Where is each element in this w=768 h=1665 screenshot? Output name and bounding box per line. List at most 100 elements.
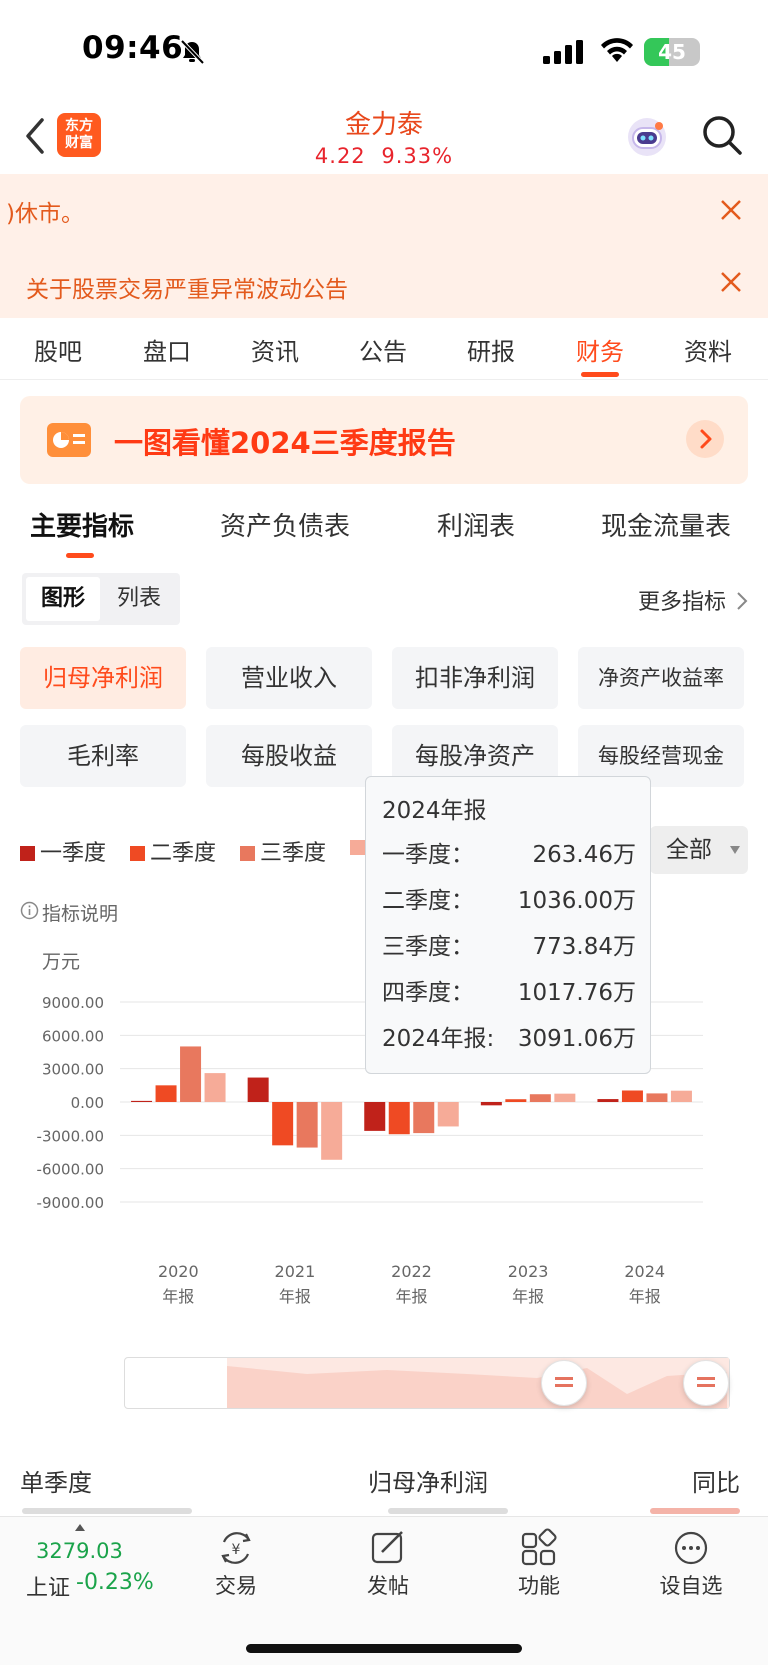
close-icon[interactable] xyxy=(720,271,742,293)
subtab-key-indicators[interactable]: 主要指标 xyxy=(30,512,135,542)
battery-fill xyxy=(644,38,670,66)
bottom-functions[interactable]: 功能 xyxy=(518,1574,560,1598)
metric-roe[interactable]: 净资产收益率 xyxy=(578,647,744,709)
tooltip-title: 2024年报 xyxy=(382,798,487,824)
trade-icon[interactable]: ¥ xyxy=(216,1528,256,1568)
report-banner[interactable]: 一图看懂2024三季度报告 xyxy=(20,396,748,484)
more-indicators-link[interactable]: 更多指标 xyxy=(637,590,726,615)
tooltip-row: 2024年报: 3091.06万 xyxy=(382,1019,636,1065)
bar xyxy=(480,1102,502,1106)
x-tick-label: 年报 xyxy=(629,1287,661,1306)
toggle-list[interactable]: 列表 xyxy=(116,586,161,611)
range-handle-right[interactable] xyxy=(683,1360,729,1406)
more-dots-icon[interactable] xyxy=(671,1528,711,1568)
legend-q4[interactable] xyxy=(350,835,370,860)
legend-label: 二季度 xyxy=(150,841,217,866)
handle-grip-icon xyxy=(697,1377,715,1380)
tooltip-value: 1036.00万 xyxy=(517,888,636,914)
legend-q1[interactable]: 一季度 xyxy=(20,835,106,867)
legend-label: 三季度 xyxy=(260,841,327,866)
y-tick-label: 3000.00 xyxy=(42,1061,104,1079)
x-tick-label: 年报 xyxy=(395,1287,427,1306)
subtab-income-statement[interactable]: 利润表 xyxy=(437,512,516,542)
index-name[interactable]: 上证 xyxy=(26,1576,71,1601)
tab-research[interactable]: 研报 xyxy=(467,338,515,366)
period-dropdown-value: 全部 xyxy=(666,837,712,863)
range-slider[interactable] xyxy=(124,1357,730,1409)
subtab-balance-sheet[interactable]: 资产负债表 xyxy=(220,512,351,542)
x-tick-year: 2023 xyxy=(508,1262,549,1281)
legend-label: 一季度 xyxy=(40,841,107,866)
indicator-note-link[interactable]: 指标说明 xyxy=(42,903,119,925)
period-dropdown[interactable]: 全部 xyxy=(650,826,748,874)
legend-q2[interactable]: 二季度 xyxy=(130,835,216,867)
index-change[interactable]: -0.23% xyxy=(76,1570,154,1595)
status-time: 09:46 xyxy=(82,30,184,66)
toggle-chart[interactable]: 图形 xyxy=(26,577,100,621)
index-value[interactable]: 3279.03 xyxy=(36,1539,123,1563)
metric-eps[interactable]: 每股收益 xyxy=(206,725,372,787)
y-tick-label: 0.00 xyxy=(71,1094,104,1112)
tab-news[interactable]: 资讯 xyxy=(251,338,299,366)
y-tick-label: -3000.00 xyxy=(37,1127,104,1145)
active-tab-indicator xyxy=(581,372,619,377)
notice-bar-announcement[interactable]: 关于股票交易严重异常波动公告 xyxy=(0,246,768,318)
wifi-icon xyxy=(601,38,633,62)
metric-gross-margin[interactable]: 毛利率 xyxy=(20,725,186,787)
bar xyxy=(321,1102,343,1160)
chart-tooltip: 2024年报 一季度： 263.46万 二季度： 1036.00万 三季度： 773.… xyxy=(365,776,651,1074)
legend-swatch xyxy=(130,846,145,861)
tab-announcements[interactable]: 公告 xyxy=(359,338,407,366)
bottom-trade[interactable]: 交易 xyxy=(215,1574,257,1598)
subtab-indicator xyxy=(66,553,94,558)
info-icon[interactable] xyxy=(20,901,39,920)
tooltip-row: 三季度： 773.84万 xyxy=(382,927,636,973)
bottom-add-watchlist[interactable]: 设自选 xyxy=(659,1574,723,1598)
bottom-post[interactable]: 发帖 xyxy=(367,1574,409,1598)
notice-bar-holiday[interactable]: )休市。 xyxy=(0,174,768,246)
caret-up-icon[interactable] xyxy=(75,1524,85,1531)
caret-down-icon xyxy=(730,846,740,854)
search-icon[interactable] xyxy=(700,113,744,157)
back-icon[interactable] xyxy=(22,116,48,156)
x-tick-year: 2020 xyxy=(158,1262,199,1281)
tooltip-row: 一季度： 263.46万 xyxy=(382,835,636,881)
range-handle-left[interactable] xyxy=(541,1360,587,1406)
range-overview-sparkline xyxy=(227,1366,727,1408)
metric-revenue[interactable]: 营业收入 xyxy=(206,647,372,709)
bottom-toolbar xyxy=(0,1516,768,1665)
notice-text: 关于股票交易严重异常波动公告 xyxy=(26,277,348,303)
tooltip-label: 2024年报: xyxy=(382,1026,495,1052)
close-icon[interactable] xyxy=(720,199,742,221)
eastmoney-logo: 东方 财富 xyxy=(57,113,101,157)
metric-net-profit[interactable]: 归母净利润 xyxy=(20,647,186,709)
y-tick-label: 6000.00 xyxy=(42,1027,104,1045)
bar xyxy=(505,1099,527,1102)
banner-title: 一图看懂2024三季度报告 xyxy=(114,426,456,460)
svg-text:¥: ¥ xyxy=(232,1542,241,1558)
legend-swatch xyxy=(20,846,35,861)
tab-pankou[interactable]: 盘口 xyxy=(143,338,191,366)
bar xyxy=(597,1099,619,1102)
top-tab-bar: 股吧 盘口 资讯 公告 研报 财务 资料 xyxy=(0,318,768,380)
metric-deducted-net-profit[interactable]: 扣非净利润 xyxy=(392,647,558,709)
functions-grid-icon[interactable] xyxy=(519,1528,559,1568)
legend-q3[interactable]: 三季度 xyxy=(240,835,326,867)
x-tick-year: 2024 xyxy=(624,1262,665,1281)
ai-assistant-icon[interactable] xyxy=(624,114,670,160)
chevron-right-icon[interactable] xyxy=(686,420,724,458)
tab-finance[interactable]: 财务 xyxy=(576,338,624,366)
tab-guba[interactable]: 股吧 xyxy=(34,338,82,366)
post-edit-icon[interactable] xyxy=(368,1528,408,1568)
legend-swatch xyxy=(350,840,365,855)
bar xyxy=(646,1093,668,1102)
subtab-cash-flow[interactable]: 现金流量表 xyxy=(601,512,732,542)
notice-text: )休市。 xyxy=(6,201,84,227)
tooltip-value: 773.84万 xyxy=(532,934,636,960)
bar xyxy=(364,1102,386,1131)
tooltip-label: 三季度： xyxy=(382,934,474,960)
tooltip-label: 四季度： xyxy=(382,980,474,1006)
bar xyxy=(204,1073,226,1102)
tab-profile[interactable]: 资料 xyxy=(684,338,732,366)
bar xyxy=(388,1102,410,1135)
